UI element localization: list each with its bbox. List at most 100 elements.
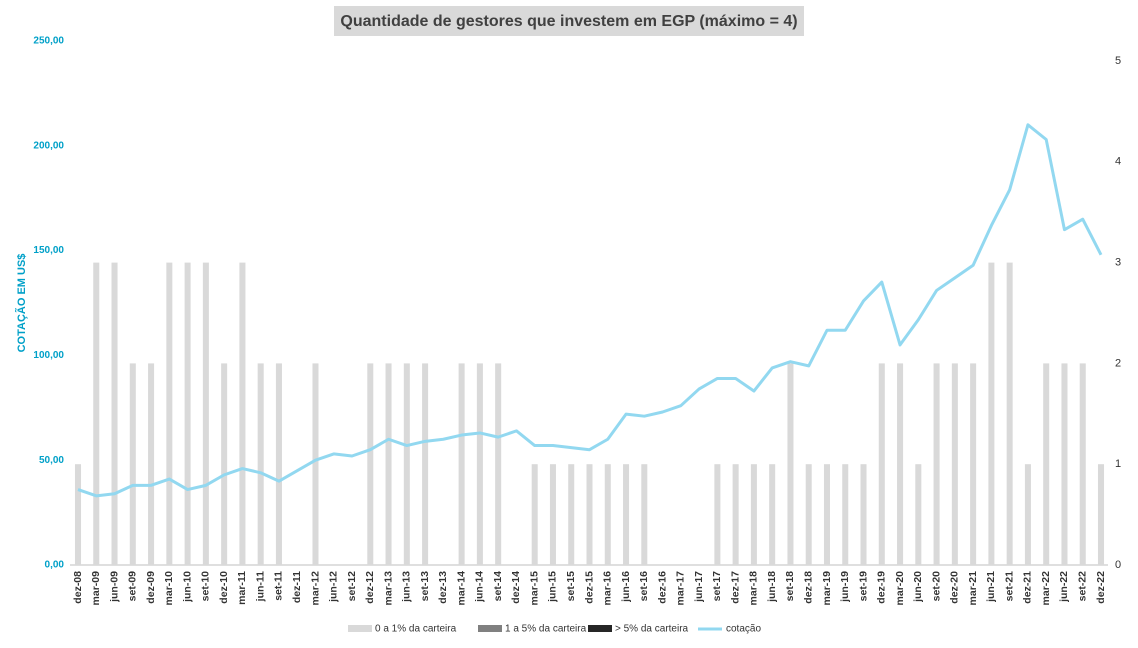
y2-tick-label: 1 — [1115, 458, 1121, 470]
y-tick-label: 250,00 — [33, 36, 64, 47]
bar — [367, 363, 374, 565]
y-tick-label: 100,00 — [33, 350, 64, 361]
bar — [148, 363, 155, 565]
bar — [111, 262, 118, 565]
legend-label: 1 a 5% da carteira — [505, 624, 587, 635]
x-tick-label: mar-10 — [163, 571, 175, 606]
bar — [239, 262, 246, 565]
x-tick-label: dez-14 — [510, 571, 522, 604]
bar — [878, 363, 885, 565]
bar — [495, 363, 502, 565]
bar — [714, 464, 721, 565]
bar — [951, 363, 958, 565]
bar — [842, 464, 849, 565]
bar — [586, 464, 593, 565]
bar — [458, 363, 465, 565]
bar — [1043, 363, 1050, 565]
y-tick-label: 50,00 — [39, 455, 64, 466]
x-tick-label: mar-14 — [455, 571, 467, 606]
bar — [275, 363, 282, 565]
x-tick-label: dez-11 — [291, 571, 303, 603]
x-tick-label: dez-19 — [876, 571, 888, 604]
x-tick-label: mar-11 — [236, 571, 248, 605]
x-tick-label: jun-15 — [547, 571, 559, 603]
bar — [1024, 464, 1031, 565]
legend-label: 0 a 1% da carteira — [375, 624, 457, 635]
title-box — [334, 6, 804, 36]
y-axis-label: COTAÇÃO EM US$ — [15, 254, 28, 353]
x-tick-label: mar-12 — [309, 571, 321, 606]
y2-tick-label: 2 — [1115, 357, 1121, 369]
bar — [129, 363, 136, 565]
bar — [970, 363, 977, 565]
legend-swatch — [588, 625, 612, 632]
y2-tick-label: 3 — [1115, 257, 1121, 269]
y2-tick-label: 0 — [1115, 559, 1121, 571]
bar — [74, 464, 82, 565]
bar — [1097, 464, 1105, 565]
x-tick-label: mar-22 — [1040, 571, 1052, 606]
x-tick-label: mar-19 — [821, 571, 833, 606]
x-tick-label: mar-20 — [894, 571, 906, 606]
x-tick-label: jun-10 — [181, 571, 193, 603]
bar — [166, 262, 173, 565]
x-tick-label: mar-15 — [528, 571, 540, 606]
x-tick-label: dez-18 — [802, 571, 814, 604]
bar — [988, 262, 995, 565]
x-tick-label: jun-21 — [985, 571, 997, 603]
x-tick-label: dez-10 — [218, 571, 230, 604]
x-tick-label: set-18 — [784, 571, 796, 602]
bar — [1079, 363, 1086, 565]
legend-swatch — [348, 625, 372, 632]
x-tick-label: mar-16 — [602, 571, 614, 606]
x-tick-label: set-15 — [565, 571, 577, 602]
bar — [549, 464, 556, 565]
bar — [732, 464, 739, 565]
bar — [805, 464, 812, 565]
x-tick-label: mar-21 — [967, 571, 979, 606]
x-tick-label: mar-18 — [748, 571, 760, 606]
y2-tick-label: 4 — [1115, 156, 1121, 168]
x-tick-label: jun-13 — [401, 571, 413, 603]
bar — [403, 363, 410, 565]
x-tick-label: set-19 — [857, 571, 869, 602]
x-tick-label: jun-18 — [766, 571, 778, 603]
legend-label: cotação — [726, 624, 761, 635]
x-tick-label: jun-12 — [328, 571, 340, 603]
x-tick-label: mar-13 — [382, 571, 394, 606]
x-tick-label: set-09 — [127, 571, 139, 602]
bar — [257, 363, 264, 565]
bar — [1006, 262, 1013, 565]
x-tick-label: jun-20 — [912, 571, 924, 603]
y-tick-label: 150,00 — [33, 245, 64, 256]
bar — [476, 363, 483, 565]
x-tick-label: jun-09 — [108, 571, 120, 603]
legend-label: > 5% da carteira — [615, 624, 689, 635]
x-tick-label: set-20 — [930, 571, 942, 602]
bar — [312, 363, 319, 565]
price-line — [77, 123, 1103, 498]
x-tick-label: set-22 — [1077, 571, 1089, 602]
bar — [787, 363, 794, 565]
bar — [860, 464, 867, 565]
x-tick-label: set-17 — [711, 571, 723, 602]
x-tick-label: dez-16 — [656, 571, 668, 604]
x-tick-label: jun-17 — [693, 571, 705, 603]
bar — [823, 464, 830, 565]
x-tick-label: dez-21 — [1022, 571, 1034, 604]
x-tick-label: set-16 — [638, 571, 650, 602]
bar — [769, 464, 776, 565]
x-tick-label: set-11 — [273, 571, 285, 601]
bar — [531, 464, 538, 565]
bar — [750, 464, 757, 565]
x-tick-label: jun-11 — [254, 571, 266, 603]
bar — [604, 464, 611, 565]
bar — [641, 464, 648, 565]
x-tick-label: jun-16 — [620, 571, 632, 603]
bar — [202, 262, 209, 565]
x-tick-label: jun-19 — [839, 571, 851, 603]
x-tick-label: dez-22 — [1095, 571, 1107, 604]
bar — [221, 363, 228, 565]
x-tick-label: jun-22 — [1058, 571, 1070, 603]
x-tick-label: dez-12 — [364, 571, 376, 604]
